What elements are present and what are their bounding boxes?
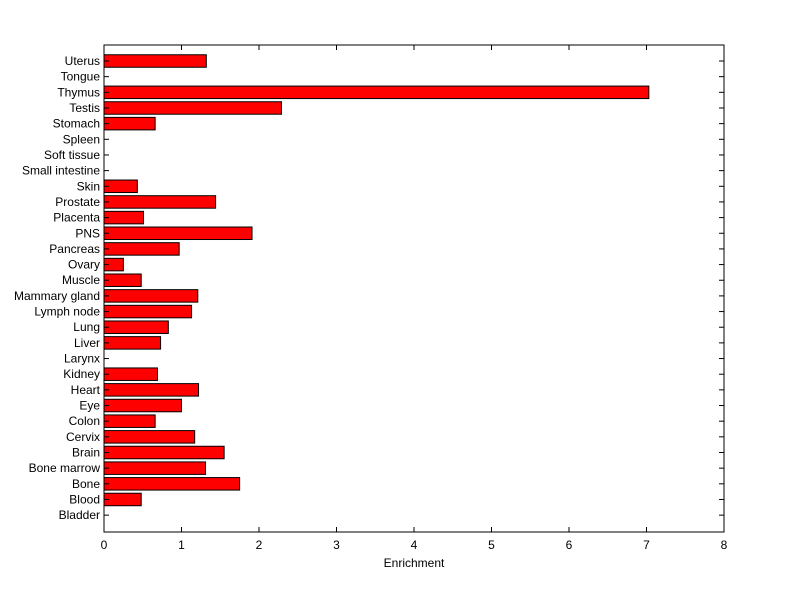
- y-tick-label-lung: Lung: [73, 320, 100, 334]
- bar-mammary-gland: [103, 289, 199, 303]
- bar-bone: [103, 477, 241, 491]
- bar-stomach: [103, 116, 156, 131]
- y-tick-label-soft-tissue: Soft tissue: [44, 148, 100, 162]
- x-axis-label: Enrichment: [384, 556, 445, 570]
- y-tick-label-pancreas: Pancreas: [49, 242, 100, 256]
- y-tick-label-thymus: Thymus: [57, 85, 100, 99]
- bar-pancreas: [103, 242, 180, 256]
- y-tick-label-stomach: Stomach: [53, 117, 100, 131]
- ticks-layer: [103, 45, 725, 532]
- y-tick-label-larynx: Larynx: [64, 352, 100, 366]
- y-tick-label-tongue: Tongue: [61, 70, 101, 84]
- y-tick-label-prostate: Prostate: [55, 195, 100, 209]
- bars-layer: [103, 54, 650, 507]
- x-tick-label-2: 2: [256, 538, 263, 552]
- bar-cervix: [103, 430, 196, 444]
- y-tick-label-colon: Colon: [69, 414, 100, 428]
- bar-lymph-node: [103, 304, 193, 319]
- bar-liver: [103, 336, 162, 350]
- y-tick-label-small-intestine: Small intestine: [22, 164, 100, 178]
- y-tick-label-blood: Blood: [69, 492, 100, 506]
- bar-muscle: [103, 273, 142, 287]
- bar-blood: [103, 492, 142, 507]
- bar-lung: [103, 320, 169, 334]
- y-tick-label-muscle: Muscle: [62, 273, 100, 287]
- bar-placenta: [103, 210, 145, 225]
- x-tick-label-7: 7: [643, 538, 650, 552]
- y-tick-label-eye: Eye: [79, 399, 100, 413]
- y-tick-label-liver: Liver: [74, 336, 100, 350]
- bar-eye: [103, 398, 182, 413]
- bar-uterus: [103, 54, 207, 68]
- x-tick-label-3: 3: [333, 538, 340, 552]
- bar-bone-marrow: [103, 461, 207, 475]
- y-tick-label-testis: Testis: [69, 101, 100, 115]
- y-tick-label-skin: Skin: [77, 179, 100, 193]
- y-tick-label-mammary-gland: Mammary gland: [14, 289, 100, 303]
- bar-prostate: [103, 195, 217, 209]
- y-tick-label-bone-marrow: Bone marrow: [29, 461, 101, 475]
- x-tick-label-0: 0: [101, 538, 108, 552]
- y-tick-label-ovary: Ovary: [68, 258, 100, 272]
- bar-brain: [103, 445, 225, 460]
- bar-thymus: [103, 85, 650, 100]
- bar-kidney: [103, 367, 158, 381]
- bar-colon: [103, 414, 156, 428]
- y-tick-label-brain: Brain: [72, 446, 100, 460]
- y-tick-label-cervix: Cervix: [66, 430, 100, 444]
- y-tick-label-heart: Heart: [71, 383, 101, 397]
- y-tick-label-uterus: Uterus: [65, 54, 100, 68]
- x-tick-label-5: 5: [488, 538, 495, 552]
- y-tick-label-lymph-node: Lymph node: [34, 305, 100, 319]
- bar-heart: [103, 383, 200, 397]
- y-tick-label-bladder: Bladder: [59, 508, 100, 522]
- x-tick-label-4: 4: [411, 538, 418, 552]
- bar-pns: [103, 226, 253, 241]
- x-tick-label-1: 1: [178, 538, 185, 552]
- y-tick-label-pns: PNS: [75, 226, 100, 240]
- y-tick-label-spleen: Spleen: [63, 132, 100, 146]
- x-tick-label-8: 8: [721, 538, 728, 552]
- y-tick-label-bone: Bone: [72, 477, 100, 491]
- y-tick-label-placenta: Placenta: [53, 211, 100, 225]
- bar-testis: [103, 101, 282, 115]
- y-tick-label-kidney: Kidney: [63, 367, 100, 381]
- x-tick-label-6: 6: [566, 538, 573, 552]
